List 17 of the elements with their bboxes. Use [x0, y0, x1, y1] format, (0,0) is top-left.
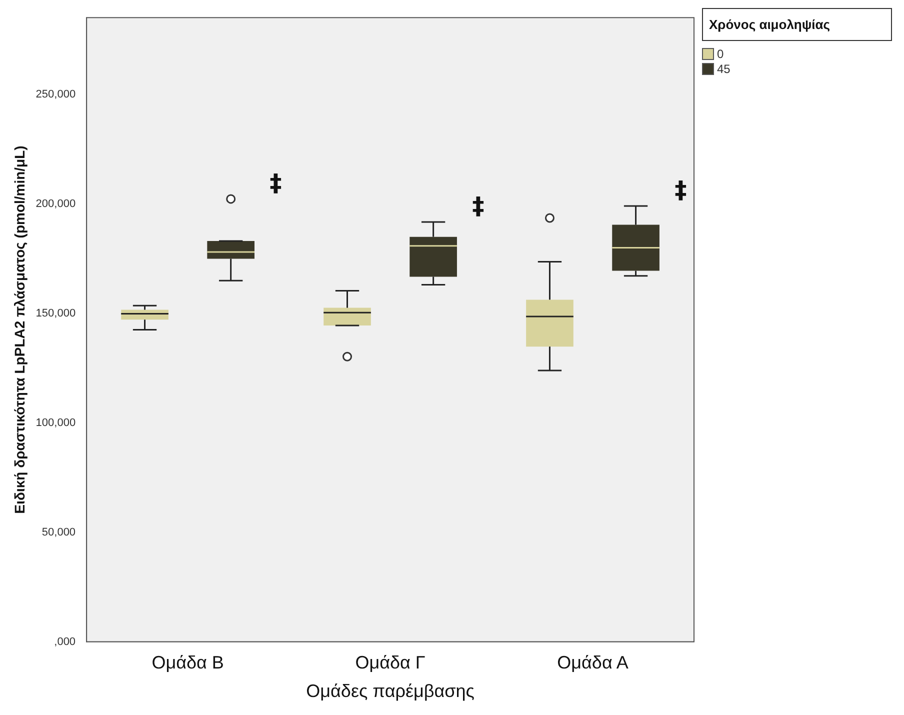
x-tick-label: Ομάδα Α: [557, 652, 628, 673]
legend-label: 45: [717, 62, 730, 76]
y-axis-title: Ειδική δραστικότητα LpPLA2 πλάσματος (pmol/min/μL): [11, 146, 28, 514]
y-tick-label: 100,000: [36, 416, 76, 429]
y-tick-label: ,000: [54, 636, 76, 648]
y-tick-label: 250,000: [36, 88, 76, 100]
legend-label: 0: [717, 47, 724, 61]
legend-title: Χρόνος αιμοληψίας: [702, 8, 892, 41]
annotation: ‡: [270, 169, 282, 198]
annotation: ‡: [674, 176, 687, 204]
y-tick-label: 150,000: [36, 307, 76, 320]
y-tick-label: 200,000: [36, 198, 76, 210]
x-tick-label: Ομάδα Β: [152, 652, 224, 673]
y-tick-label: 50,000: [42, 526, 76, 538]
x-axis-title: Ομάδες παρέμβασης: [306, 681, 475, 702]
annotation: ‡: [472, 192, 484, 220]
x-tick-label: Ομάδα Γ: [355, 652, 426, 673]
